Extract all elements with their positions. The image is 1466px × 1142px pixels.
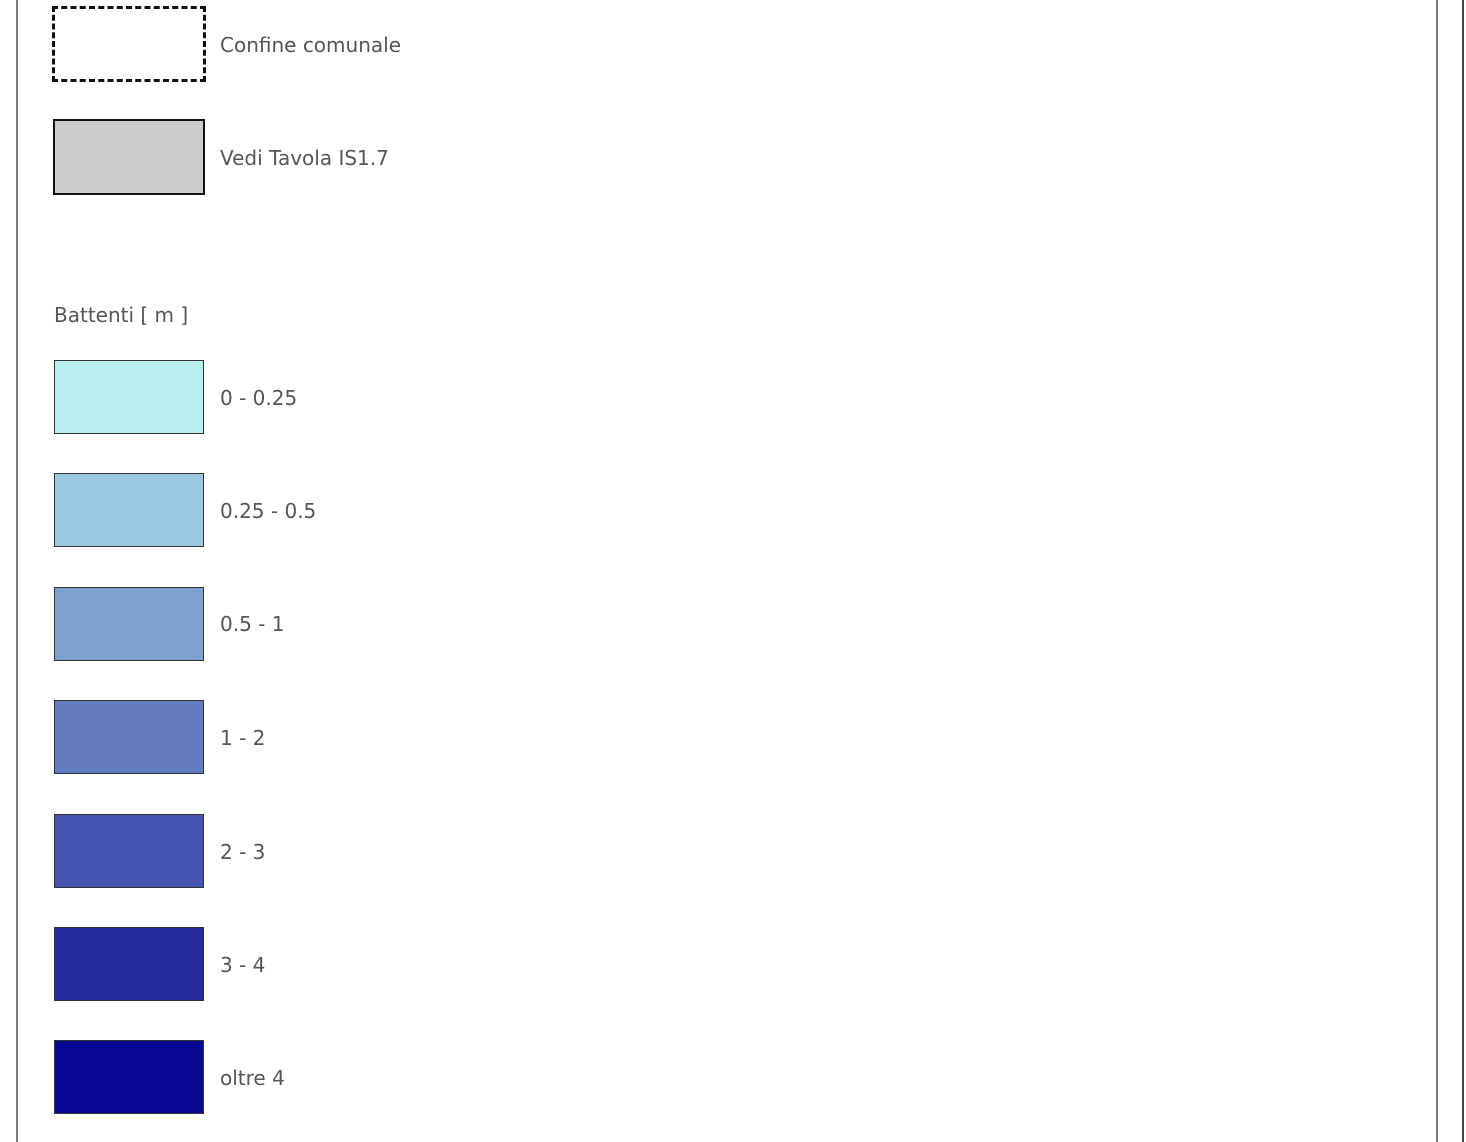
depth-class-label-5: 3 - 4 — [220, 953, 266, 977]
depth-class-swatch-4 — [54, 814, 204, 888]
depth-class-swatch-6 — [54, 1040, 204, 1114]
map-frame-right-border — [1436, 0, 1438, 1142]
depth-class-label-0: 0 - 0.25 — [220, 386, 298, 410]
reference-area-label: Vedi Tavola IS1.7 — [220, 146, 389, 170]
municipal-boundary-swatch — [52, 6, 206, 82]
depth-class-swatch-2 — [54, 587, 204, 661]
depth-class-swatch-3 — [54, 700, 204, 774]
depth-class-label-2: 0.5 - 1 — [220, 612, 285, 636]
depth-class-label-1: 0.25 - 0.5 — [220, 499, 317, 523]
depth-class-swatch-1 — [54, 473, 204, 547]
map-frame-left-border — [16, 0, 18, 1142]
municipal-boundary-label: Confine comunale — [220, 33, 401, 57]
depth-class-label-6: oltre 4 — [220, 1066, 285, 1090]
depth-class-label-3: 1 - 2 — [220, 726, 266, 750]
depth-class-swatch-0 — [54, 360, 204, 434]
depth-class-swatch-5 — [54, 927, 204, 1001]
page-edge-border — [1462, 0, 1464, 1142]
depth-legend-title: Battenti [ m ] — [54, 303, 189, 327]
reference-area-swatch — [53, 119, 205, 195]
depth-class-label-4: 2 - 3 — [220, 840, 266, 864]
